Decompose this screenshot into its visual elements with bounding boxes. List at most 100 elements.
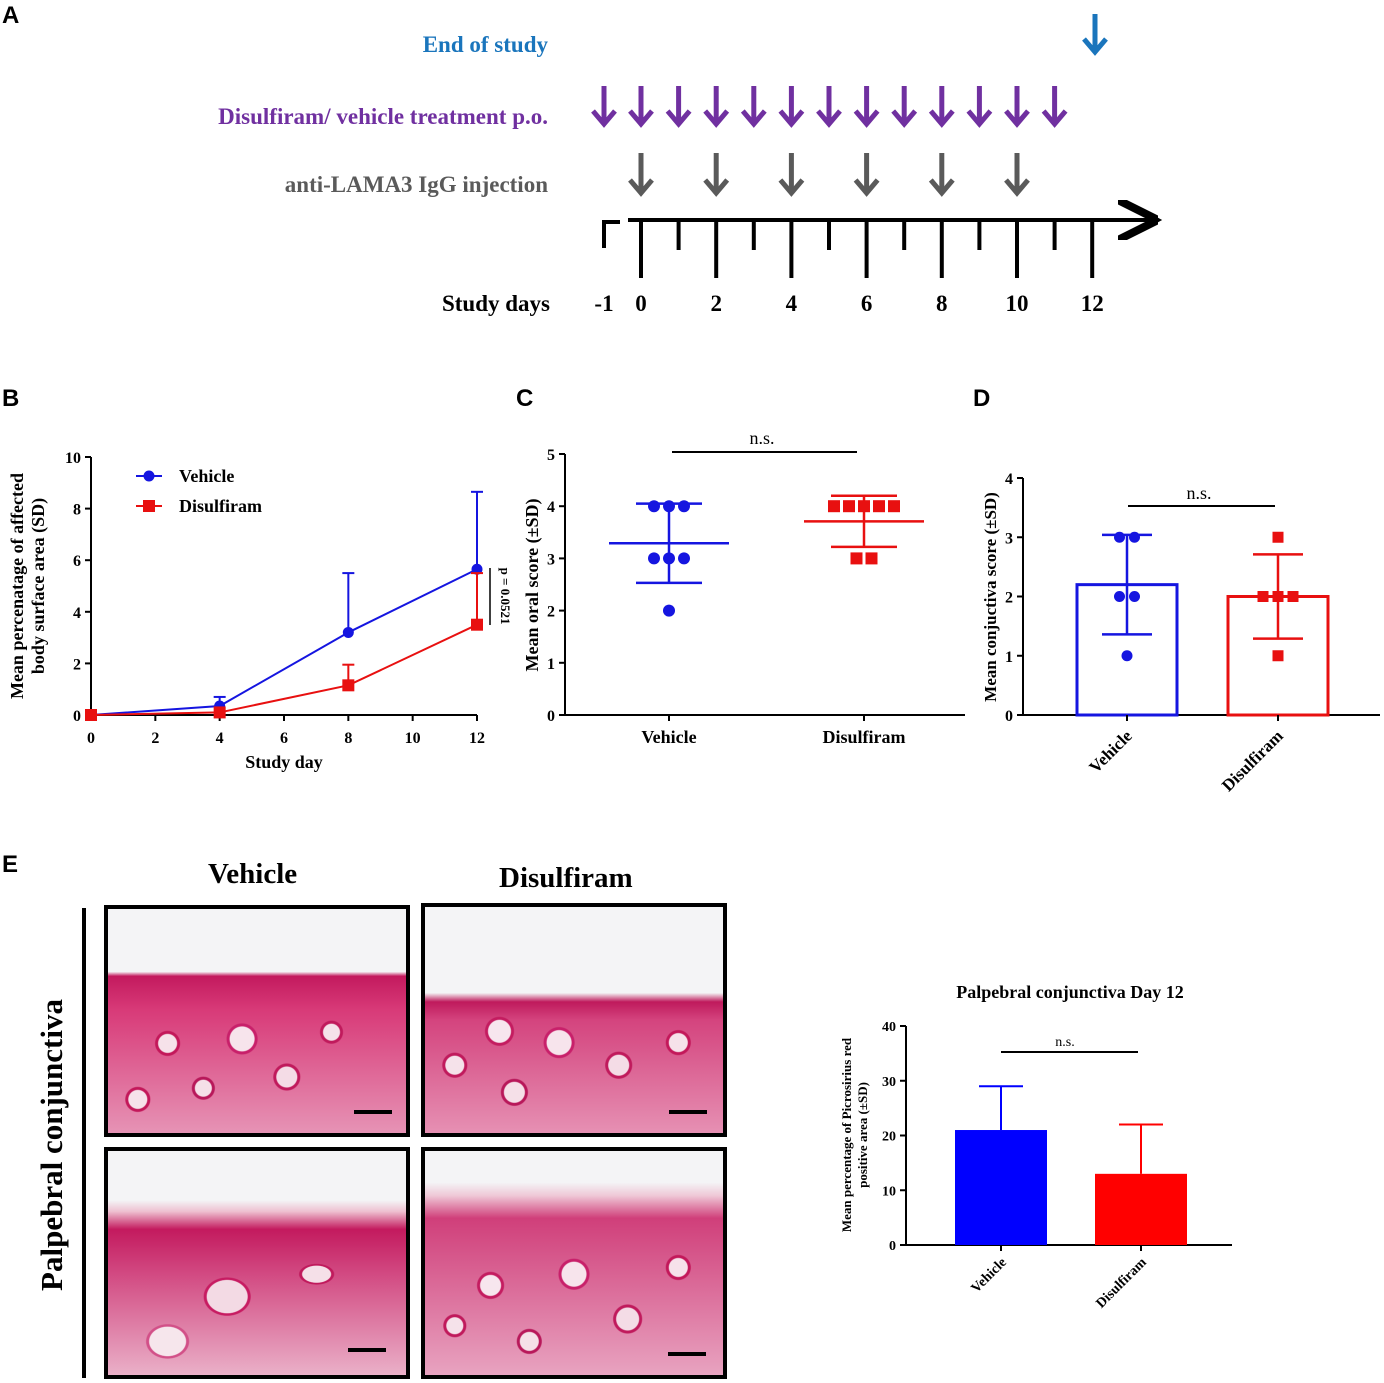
treatment-arrow-icon-head bbox=[891, 109, 918, 128]
treatment-arrow-icon bbox=[628, 86, 654, 128]
c-category-label: Vehicle bbox=[641, 727, 696, 747]
c-point bbox=[858, 500, 870, 513]
treatment-arrow-icon-head bbox=[591, 109, 617, 128]
injection-arrow-icon bbox=[703, 153, 730, 197]
timeline-axis-start bbox=[602, 220, 620, 248]
b-y-axis-label: Mean percenatage of affectedbody surface… bbox=[7, 473, 49, 699]
treatment-arrow-icon bbox=[966, 86, 993, 128]
treatment-arrow-icon-head bbox=[740, 109, 767, 128]
b-x-tick-label: 10 bbox=[405, 730, 421, 747]
b-x-tick-label: 6 bbox=[280, 730, 288, 747]
panel-label-d: D bbox=[973, 385, 991, 412]
treatment-arrow-icon-head bbox=[1004, 109, 1030, 128]
c-point bbox=[663, 500, 675, 513]
b-point bbox=[471, 618, 483, 631]
treatment-arrow-icon bbox=[778, 86, 805, 128]
b-y-tick-label: 10 bbox=[65, 450, 81, 467]
injection-arrow-icon-head bbox=[778, 178, 805, 197]
treatment-arrow-icon-head bbox=[816, 109, 842, 128]
timeline-axis-arrowhead bbox=[1135, 206, 1163, 234]
injection-arrow-icon-head bbox=[928, 178, 955, 197]
treatment-arrow-icon bbox=[853, 86, 880, 128]
c-point bbox=[663, 552, 675, 565]
c-y-axis-label: Mean oral score (±SD) bbox=[522, 498, 543, 671]
c-point bbox=[888, 500, 900, 513]
b-p-value-annotation: p = 0.0521 bbox=[498, 568, 513, 625]
d-point bbox=[1287, 591, 1299, 602]
injection-arrow-icon bbox=[928, 153, 955, 197]
timeline-tick-label: 12 bbox=[1081, 291, 1104, 316]
injection-arrow-icon bbox=[778, 153, 805, 197]
c-point bbox=[865, 552, 878, 565]
c-series-vehicle bbox=[609, 500, 729, 617]
treatment-arrow-icon bbox=[740, 86, 767, 128]
b-y-axis-label-line: Mean percenatage of affected bbox=[7, 473, 27, 699]
b-y-tick-label: 4 bbox=[73, 605, 81, 622]
end-of-study-arrow-icon-head bbox=[1082, 37, 1108, 56]
timeline-tick-label: 2 bbox=[710, 291, 722, 316]
d-y-tick-label: 4 bbox=[1005, 471, 1013, 488]
treatment-arrow-icon-head bbox=[966, 109, 993, 128]
b-x-tick-label: 8 bbox=[344, 730, 352, 747]
b-y-axis-label-line: body surface area (SD) bbox=[28, 498, 49, 674]
timeline-diagram: End of study Disulfiram/ vehicle treatme… bbox=[218, 14, 1163, 316]
treatment-arrow-icon bbox=[891, 86, 918, 128]
timeline-tick-label: 10 bbox=[1006, 291, 1029, 316]
treatment-arrow-icon bbox=[703, 86, 730, 128]
c-point bbox=[850, 552, 863, 565]
d-y-axis-label: Mean conjuctiva score (±SD) bbox=[981, 492, 1000, 702]
e-y-axis-label: Mean percentage of Picrosirius redpositi… bbox=[839, 1037, 870, 1232]
treatment-arrow-icon bbox=[928, 86, 955, 128]
c-y-tick-label: 0 bbox=[547, 708, 555, 725]
c-point bbox=[828, 500, 840, 513]
end-of-study-arrow-icon bbox=[1082, 14, 1108, 56]
d-category-label: Disulfiram bbox=[1218, 726, 1287, 795]
scale-bar bbox=[354, 1110, 392, 1114]
scale-bar bbox=[668, 1352, 706, 1356]
injection-arrow-icon bbox=[628, 153, 654, 197]
b-x-tick-label: 2 bbox=[151, 730, 159, 747]
panel-label-b: B bbox=[2, 385, 20, 412]
injection-arrow-icon-head bbox=[628, 178, 654, 197]
treatment-arrow-icon bbox=[816, 86, 842, 128]
e-y-axis-label-line: positive area (±SD) bbox=[855, 1082, 870, 1188]
e-series-disulfiram: Disulfiram bbox=[1094, 1123, 1187, 1311]
c-point bbox=[648, 500, 660, 513]
micro-row-bar bbox=[82, 908, 86, 1378]
treatment-arrow-icon-head bbox=[928, 109, 955, 128]
d-y-tick-label: 1 bbox=[1005, 649, 1013, 666]
d-bar bbox=[1226, 595, 1330, 717]
d-y-tick-label: 0 bbox=[1005, 708, 1013, 725]
d-category-label: Vehicle bbox=[1085, 726, 1136, 777]
injection-arrow-icon bbox=[1004, 153, 1030, 197]
treatment-arrow-icon bbox=[665, 86, 692, 128]
micro-col-label-disulfiram: Disulfiram bbox=[499, 862, 633, 894]
treatment-arrow-icon-head bbox=[703, 109, 730, 128]
treatment-arrow-icon-head bbox=[853, 109, 880, 128]
panel-label-c: C bbox=[516, 385, 534, 412]
b-x-axis-label: Study day bbox=[245, 752, 323, 772]
e-chart-title: Palpebral conjunctiva Day 12 bbox=[956, 982, 1184, 1002]
d-point bbox=[1129, 591, 1140, 602]
c-y-tick-label: 4 bbox=[547, 499, 555, 516]
micrograph-vehicle-1 bbox=[104, 905, 410, 1137]
micrograph-disulfiram-2 bbox=[421, 1147, 727, 1379]
treatment-arrow-icon-head bbox=[778, 109, 805, 128]
micrograph-disulfiram-1 bbox=[421, 903, 727, 1137]
injection-arrow-icon-head bbox=[853, 178, 880, 197]
e-category-label: Disulfiram bbox=[1094, 1255, 1150, 1311]
b-legend-marker bbox=[143, 500, 155, 512]
c-y-tick-label: 5 bbox=[547, 447, 555, 464]
d-point bbox=[1272, 650, 1284, 662]
panel-label-e: E bbox=[2, 851, 19, 878]
b-series-line bbox=[90, 568, 478, 716]
panel-label-a: A bbox=[2, 2, 20, 29]
b-legend-label: Disulfiram bbox=[179, 496, 262, 516]
b-series-disulfiram: Disulfiram bbox=[85, 496, 483, 721]
e-y-tick-label: 0 bbox=[889, 1239, 896, 1254]
d-point bbox=[1257, 591, 1269, 602]
e-y-tick-label: 40 bbox=[882, 1020, 896, 1035]
injection-label: anti-LAMA3 IgG injection bbox=[285, 172, 548, 197]
d-series-disulfiram: Disulfiram bbox=[1218, 531, 1330, 795]
e-bar bbox=[1095, 1173, 1187, 1245]
